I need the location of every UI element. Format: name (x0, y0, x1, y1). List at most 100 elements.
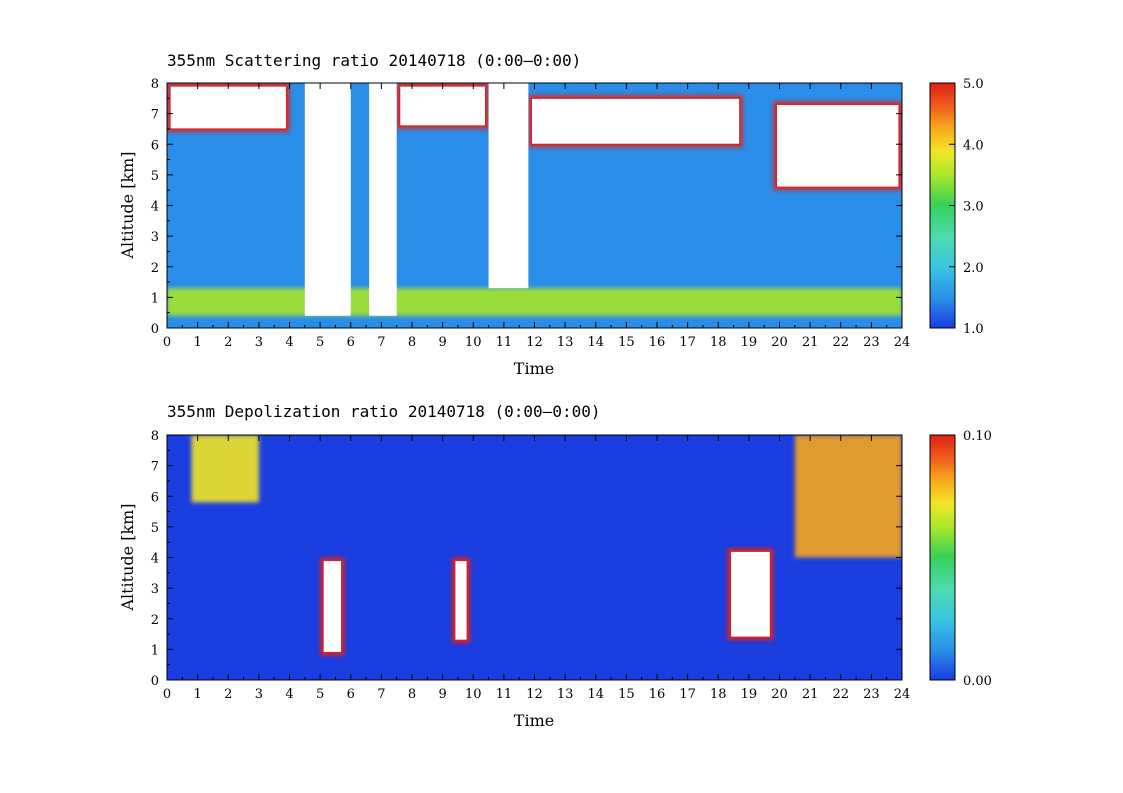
x-tick-label: 0 (163, 687, 171, 702)
colorbar-ticks: 5.0 4.0 3.0 2.0 1.0 (949, 77, 984, 337)
x-tick-label: 14 (587, 687, 604, 702)
y-tick-label: 3 (151, 582, 159, 597)
no-data-gap (488, 83, 529, 289)
x-tick-label: 3 (255, 335, 263, 350)
x-tick-label: 4 (285, 687, 293, 702)
depolarization-ratio-panel: 355nm Depolization ratio 20140718 (0:00–… (118, 402, 992, 730)
x-tick-label: 1 (193, 687, 201, 702)
x-tick-label: 23 (863, 687, 880, 702)
x-tick-label: 2 (224, 335, 232, 350)
x-tick-label: 17 (679, 335, 696, 350)
y-tick-label: 7 (151, 460, 159, 475)
x-tick-label: 24 (894, 335, 911, 350)
heatmap-background (167, 435, 902, 680)
x-tick-label: 2 (224, 687, 232, 702)
saturated-core (169, 85, 288, 130)
saturated-core (322, 559, 343, 654)
x-tick-label: 4 (285, 335, 293, 350)
saturated-core (729, 550, 771, 638)
y-tick-label: 8 (151, 429, 159, 444)
colorbar-tick-label: 0.10 (963, 429, 992, 444)
x-tick-label: 11 (496, 687, 513, 702)
x-tick-label: 21 (802, 687, 819, 702)
saturated-core (775, 103, 900, 188)
y-tick-label: 4 (151, 200, 159, 215)
y-axis: 0 1 2 3 4 5 6 7 8 (151, 77, 902, 337)
y-axis-label: Altitude [km] (118, 151, 137, 259)
x-tick-label: 23 (863, 335, 880, 350)
saturated-core (454, 559, 468, 641)
y-tick-label: 6 (151, 138, 159, 153)
x-tick-label: 17 (679, 687, 696, 702)
x-tick-label: 20 (771, 687, 788, 702)
x-tick-label: 6 (347, 687, 355, 702)
y-tick-label: 5 (151, 169, 159, 184)
saturated-core (530, 97, 741, 145)
no-data-gap (369, 83, 397, 316)
y-tick-label: 1 (151, 291, 159, 306)
x-axis-label: Time (514, 359, 554, 378)
y-tick-label: 3 (151, 230, 159, 245)
x-tick-label: 9 (438, 335, 446, 350)
scattering-ratio-panel: 355nm Scattering ratio 20140718 (0:00–0:… (118, 51, 984, 378)
x-tick-label: 22 (832, 687, 849, 702)
x-tick-label: 19 (741, 687, 758, 702)
y-tick-label: 2 (151, 613, 159, 628)
x-tick-label: 7 (377, 687, 385, 702)
x-tick-label: 16 (649, 687, 666, 702)
y-tick-label: 0 (151, 322, 159, 337)
colorbar-tick-label: 5.0 (963, 77, 984, 92)
colorbar-tick-label: 1.0 (963, 322, 984, 337)
y-tick-label: 4 (151, 552, 159, 567)
x-tick-label: 9 (438, 687, 446, 702)
x-tick-label: 22 (832, 335, 849, 350)
x-tick-label: 19 (741, 335, 758, 350)
x-tick-label: 1 (193, 335, 201, 350)
x-tick-label: 18 (710, 335, 727, 350)
x-tick-label: 15 (618, 335, 635, 350)
x-tick-label: 10 (465, 335, 482, 350)
saturated-core (399, 85, 487, 127)
y-tick-label: 1 (151, 643, 159, 658)
x-tick-label: 5 (316, 335, 324, 350)
x-tick-label: 8 (408, 687, 416, 702)
x-tick-label: 0 (163, 335, 171, 350)
x-tick-label: 8 (408, 335, 416, 350)
chart-title: 355nm Scattering ratio 20140718 (0:00–0:… (167, 51, 581, 70)
x-tick-label: 3 (255, 687, 263, 702)
y-tick-label: 6 (151, 490, 159, 505)
colorbar-ticks: 0.10 0.00 (949, 429, 992, 689)
aerosol-layer (191, 435, 259, 503)
x-tick-label: 11 (496, 335, 513, 350)
boundary-layer (167, 288, 902, 316)
y-axis: 0 1 2 3 4 5 6 7 8 (151, 429, 902, 689)
x-tick-label: 10 (465, 687, 482, 702)
x-tick-label: 7 (377, 335, 385, 350)
x-tick-label: 13 (557, 687, 574, 702)
x-axis-label: Time (514, 711, 554, 730)
x-tick-label: 5 (316, 687, 324, 702)
x-tick-label: 14 (587, 335, 604, 350)
y-axis-label: Altitude [km] (118, 503, 137, 611)
colorbar-tick-label: 4.0 (963, 138, 984, 153)
x-tick-label: 6 (347, 335, 355, 350)
y-tick-label: 5 (151, 521, 159, 536)
no-data-gap (304, 83, 351, 316)
aerosol-layer (794, 435, 902, 558)
y-tick-label: 8 (151, 77, 159, 92)
x-tick-label: 13 (557, 335, 574, 350)
colorbar-tick-label: 0.00 (963, 674, 992, 689)
chart-title: 355nm Depolization ratio 20140718 (0:00–… (167, 402, 600, 421)
x-tick-label: 15 (618, 687, 635, 702)
colorbar (929, 434, 956, 681)
x-axis: 0 1 2 3 4 5 6 7 8 9 10 11 12 13 14 15 16 17 18 19 20 21 22 23 24 (163, 435, 910, 702)
colorbar-tick-label: 3.0 (963, 200, 984, 215)
x-tick-label: 21 (802, 335, 819, 350)
x-tick-label: 24 (894, 687, 911, 702)
colorbar-tick-label: 2.0 (963, 261, 984, 276)
y-tick-label: 0 (151, 674, 159, 689)
x-tick-label: 12 (526, 335, 543, 350)
depolarization-heatmap (167, 435, 902, 680)
x-tick-label: 12 (526, 687, 543, 702)
